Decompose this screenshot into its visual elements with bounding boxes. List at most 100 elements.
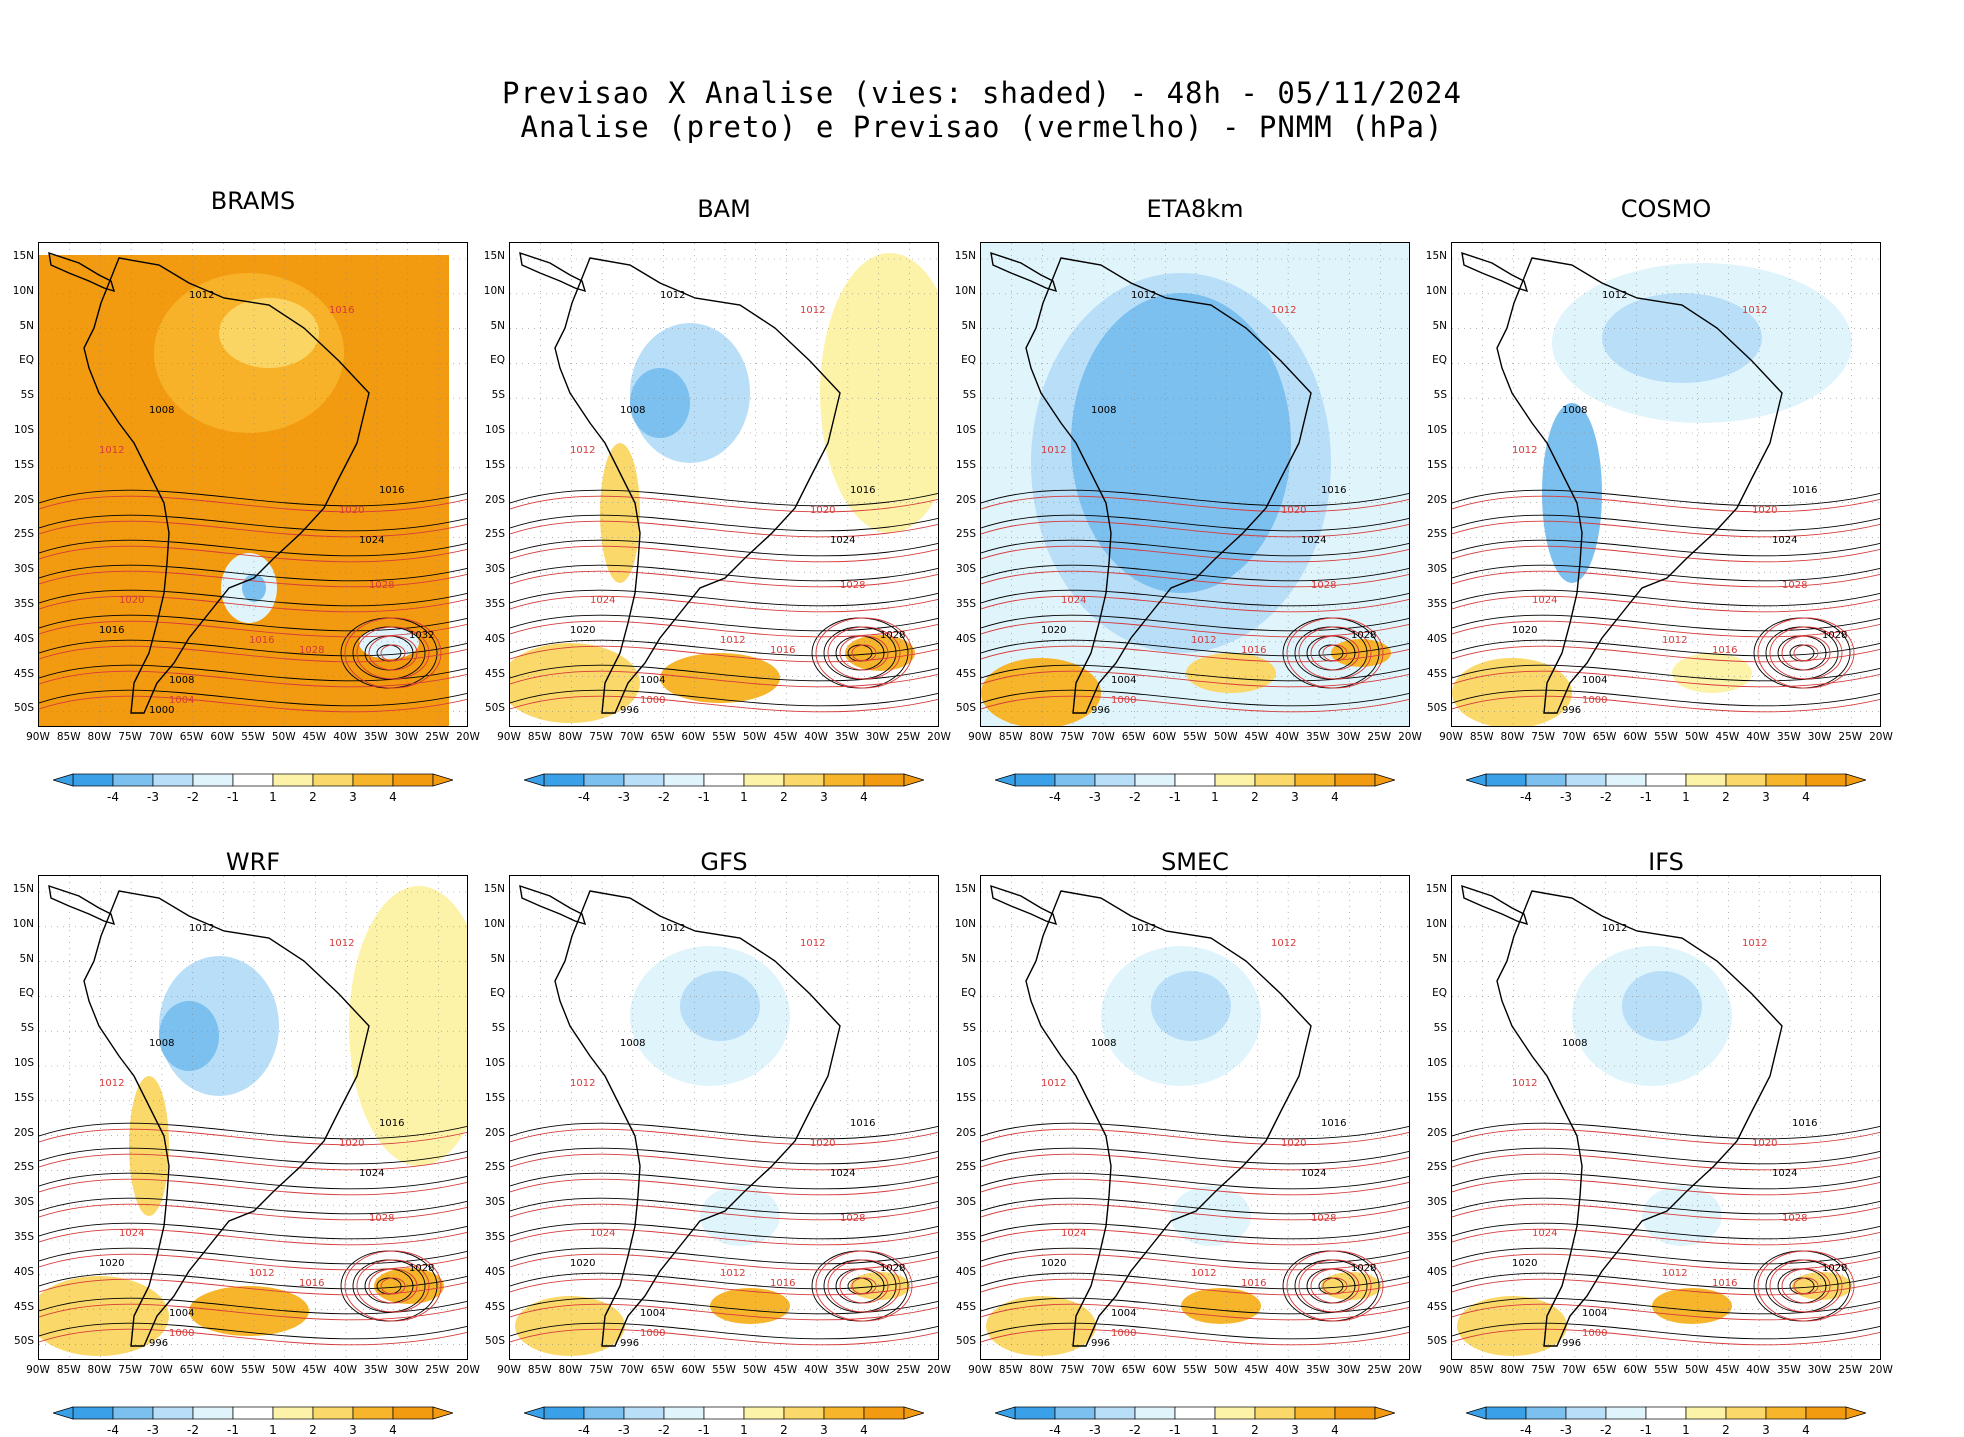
latitude-label: 5S	[962, 389, 976, 402]
forecast-isobar	[981, 1128, 1409, 1146]
forecast-isobar	[510, 1253, 938, 1271]
bias-blob	[39, 1276, 169, 1356]
colorbar-swatch	[192, 773, 234, 787]
longitude-label: 65W	[179, 1364, 204, 1376]
contour-label: 1004	[640, 1308, 665, 1319]
latitude-label: 40S	[955, 632, 976, 645]
colorbar-swatch	[703, 773, 745, 787]
panel-title-gfs: GFS	[700, 848, 748, 876]
contour-label: 1012	[800, 938, 825, 949]
longitude-label: 90W	[1439, 731, 1463, 743]
colorbar-label: 4	[860, 1423, 868, 1437]
colorbar-swatch	[703, 1406, 745, 1420]
analysis-isobar	[981, 1322, 1409, 1340]
colorbar-swatch	[232, 773, 274, 787]
longitude-label: 75W	[1060, 1364, 1085, 1376]
forecast-isobar	[981, 1178, 1409, 1196]
longitude-label: 60W	[681, 1364, 706, 1376]
colorbar-swatch	[783, 1406, 825, 1420]
forecast-isobar	[344, 1250, 442, 1322]
contour-label: 1012	[329, 938, 354, 949]
contour-label: 1008	[149, 405, 174, 416]
colorbar	[524, 773, 924, 787]
bias-blob	[630, 368, 690, 438]
colorbar-label: 4	[860, 790, 868, 804]
south-america-coastline	[1025, 257, 1312, 714]
analysis-isobar	[39, 1122, 467, 1140]
forecast-isobar	[510, 1178, 938, 1196]
bias-blob	[1186, 653, 1276, 693]
analysis-isobar	[510, 589, 938, 607]
latitude-label: 10S	[1426, 424, 1447, 436]
colorbar-swatch	[583, 773, 625, 787]
contour-label: 1020	[1041, 625, 1066, 636]
forecast-isobar	[1452, 670, 1880, 688]
bias-blob	[710, 1288, 790, 1324]
forecast-isobar	[510, 645, 938, 663]
contour-label: 1020	[339, 1138, 364, 1149]
forecast-isobar	[981, 495, 1409, 513]
forecast-isobar	[981, 1228, 1409, 1246]
forecast-isobar	[1452, 1178, 1880, 1196]
colorbar-swatch	[1805, 773, 1847, 787]
south-america-coastline	[554, 257, 841, 714]
latitude-label: 50S	[484, 702, 505, 715]
longitude-label: 70W	[1090, 731, 1115, 743]
forecast-isobar	[1452, 1153, 1880, 1171]
colorbar-label: -4	[1520, 790, 1532, 804]
longitude-label: 55W	[1183, 1364, 1207, 1376]
latitude-label: 10N	[12, 284, 34, 297]
central-america-coastline	[519, 251, 587, 293]
contour-label: 1020	[1281, 1138, 1306, 1149]
latitude-label: 50S	[484, 1335, 505, 1348]
contour-label: 1012	[1602, 290, 1627, 301]
analysis-isobar	[1452, 589, 1880, 607]
longitude-label: 45W	[302, 1364, 327, 1376]
latitude-label: 25S	[955, 1161, 976, 1174]
longitude-label: 60W	[1623, 731, 1648, 743]
forecast-isobar	[1781, 635, 1831, 671]
contour-label: 1008	[1091, 1038, 1116, 1049]
colorbar-swatch	[272, 773, 314, 787]
contour-label: 1016	[379, 485, 404, 496]
colorbar-swatch	[72, 1406, 114, 1420]
forecast-isobar	[839, 635, 889, 671]
contour-label: 1028	[1822, 1263, 1847, 1274]
bias-blob	[219, 298, 319, 368]
colorbar-label: -3	[147, 790, 159, 804]
latitude-label: 50S	[1426, 1335, 1447, 1348]
colorbar-swatch	[1485, 1406, 1527, 1420]
colorbar-label: 1	[1682, 1423, 1690, 1437]
longitude-label: 65W	[179, 731, 204, 743]
longitude-label: 65W	[1121, 1364, 1146, 1376]
map-canvas: 1012 1012 1008 1012 1016 1020 1024 1028 1028 1016…	[1451, 875, 1881, 1360]
contour-label: 996	[149, 1338, 168, 1349]
longitude-label: 40W	[1746, 731, 1771, 743]
colorbar-swatch	[1134, 773, 1176, 787]
latitude-label: 20S	[13, 493, 34, 506]
contour-label: 1028	[880, 630, 905, 641]
latitude-label: 15S	[484, 458, 505, 471]
forecast-isobar	[39, 645, 467, 663]
contour-label: 1024	[1061, 1228, 1086, 1239]
longitude-label: 35W	[1305, 1364, 1330, 1376]
latitude-label: EQ	[1432, 987, 1447, 1000]
contour-label: 1016	[1321, 1118, 1346, 1129]
latitude-label: 45S	[484, 1300, 505, 1313]
longitude-label: 85W	[1469, 1364, 1494, 1376]
longitude-label: 35W	[363, 1364, 388, 1376]
forecast-isobar	[39, 620, 467, 638]
latitude-label: 25S	[1426, 1161, 1447, 1174]
analysis-isobar	[510, 1322, 938, 1340]
south-america-coastline	[1496, 257, 1783, 714]
forecast-isobar	[815, 617, 913, 689]
contour-label: 1020	[1512, 625, 1537, 636]
contour-label: 1012	[1742, 305, 1767, 316]
colorbar-label: -1	[227, 790, 239, 804]
contour-label: 1028	[409, 1263, 434, 1274]
longitude-label: 50W	[1213, 1364, 1238, 1376]
latitude-label: 30S	[955, 1196, 976, 1209]
longitude-label: 40W	[1275, 731, 1300, 743]
colorbar-swatch	[1485, 773, 1527, 787]
colorbar-label: 1	[1211, 1423, 1219, 1437]
